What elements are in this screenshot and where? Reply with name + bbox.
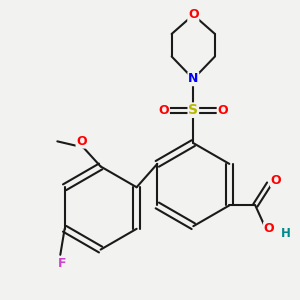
Text: O: O [218,104,228,117]
Text: N: N [188,73,199,85]
Text: H: H [281,226,290,240]
Text: O: O [264,222,274,235]
Text: F: F [58,257,66,270]
Text: O: O [76,135,87,148]
Text: S: S [188,103,198,117]
Text: O: O [271,174,281,187]
Text: O: O [188,8,199,21]
Text: O: O [158,104,169,117]
